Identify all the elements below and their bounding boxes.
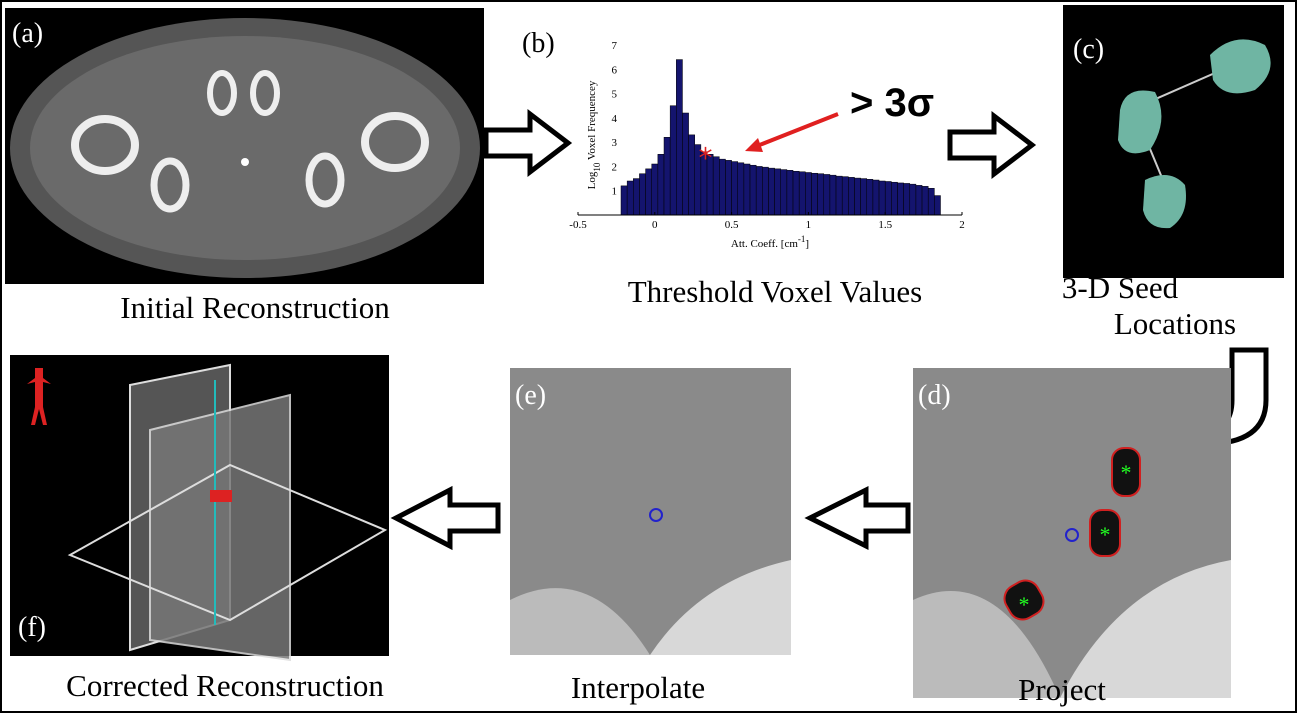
bar xyxy=(848,177,854,215)
x-tick-label: 2 xyxy=(959,219,965,231)
figure: (a) Initial Reconstruction (b) -0.5 0 0.5 1… xyxy=(0,0,1297,713)
bar xyxy=(682,113,688,215)
bar xyxy=(879,181,885,215)
bar xyxy=(787,170,793,215)
y-axis-label-part: Log xyxy=(586,171,598,189)
x-tick-label: -0.5 xyxy=(569,219,587,231)
interpolated-image xyxy=(510,368,791,655)
bar xyxy=(885,181,891,215)
bar xyxy=(861,179,867,215)
bar xyxy=(793,171,799,215)
bar xyxy=(689,135,695,215)
bar xyxy=(744,164,750,215)
bar xyxy=(922,186,928,215)
bar xyxy=(818,174,824,215)
bar xyxy=(891,182,897,215)
bar xyxy=(910,184,916,215)
x-tick-label: 1.5 xyxy=(878,219,892,231)
bar xyxy=(738,163,744,215)
bar xyxy=(842,177,848,215)
x-tick-label: 1 xyxy=(806,219,812,231)
y-tick-label: 2 xyxy=(612,161,618,173)
bar xyxy=(928,188,934,215)
bar xyxy=(750,165,756,215)
bar xyxy=(658,154,664,215)
bar xyxy=(867,179,873,215)
caption: Interpolate xyxy=(571,670,705,705)
caption: Threshold Voxel Values xyxy=(628,274,923,309)
y-axis-label-part: Voxel Frequencey xyxy=(586,80,598,163)
svg-text:*: * xyxy=(1019,592,1030,617)
bar xyxy=(719,159,725,215)
bar xyxy=(916,185,922,215)
y-tick-label: 5 xyxy=(612,89,618,101)
bar xyxy=(811,173,817,215)
bar xyxy=(897,183,903,215)
y-tick-label: 6 xyxy=(612,64,618,76)
bar xyxy=(732,162,738,215)
x-axis-label-part: Att. Coeff. [cm xyxy=(731,238,798,250)
bar xyxy=(799,172,805,215)
bar xyxy=(664,137,670,215)
y-tick-label: 4 xyxy=(612,113,618,125)
bar xyxy=(775,169,781,215)
panel-label: (d) xyxy=(918,380,951,411)
bar xyxy=(781,170,787,215)
threshold-marker: * xyxy=(698,142,712,175)
bar xyxy=(756,166,762,215)
caption: Corrected Reconstruction xyxy=(66,668,384,703)
panel-label: (a) xyxy=(12,18,43,49)
x-axis-label-part: ] xyxy=(805,238,809,250)
bar xyxy=(639,174,645,215)
caption: 3-D Seed xyxy=(1062,270,1179,305)
bar xyxy=(621,186,627,215)
bar xyxy=(627,181,633,215)
corrected-render xyxy=(10,355,389,660)
bar xyxy=(934,196,940,215)
x-axis-label-part: -1 xyxy=(798,234,806,244)
bar xyxy=(836,176,842,215)
bar xyxy=(670,106,676,215)
bar xyxy=(725,160,731,215)
bar xyxy=(824,174,830,215)
ct-image xyxy=(5,8,484,284)
bar xyxy=(904,183,910,215)
panel-label: (b) xyxy=(522,28,555,59)
bar xyxy=(830,175,836,215)
caption: Project xyxy=(1018,672,1106,707)
bar xyxy=(713,157,719,215)
panel-label: (c) xyxy=(1073,34,1104,65)
bar xyxy=(762,167,768,215)
x-tick-label: 0 xyxy=(652,219,658,231)
bar xyxy=(676,60,682,215)
bar xyxy=(633,179,639,215)
y-tick-label: 7 xyxy=(612,40,618,52)
svg-text:*: * xyxy=(1100,522,1111,547)
bar xyxy=(805,173,811,216)
y-tick-label: 1 xyxy=(612,186,618,198)
bar xyxy=(854,178,860,215)
x-tick-label: 0.5 xyxy=(725,219,739,231)
caption: Locations xyxy=(1114,306,1236,341)
y-tick-label: 3 xyxy=(612,137,618,149)
panel-label: (e) xyxy=(515,380,546,411)
panel-label: (f) xyxy=(18,612,46,643)
bar xyxy=(768,168,774,215)
projection-image: * * * xyxy=(913,368,1231,698)
bar xyxy=(646,169,652,215)
caption: Initial Reconstruction xyxy=(120,290,390,325)
bar xyxy=(873,180,879,215)
bar xyxy=(652,164,658,215)
svg-text:*: * xyxy=(1121,460,1132,485)
annotation: > 3σ xyxy=(850,81,934,125)
